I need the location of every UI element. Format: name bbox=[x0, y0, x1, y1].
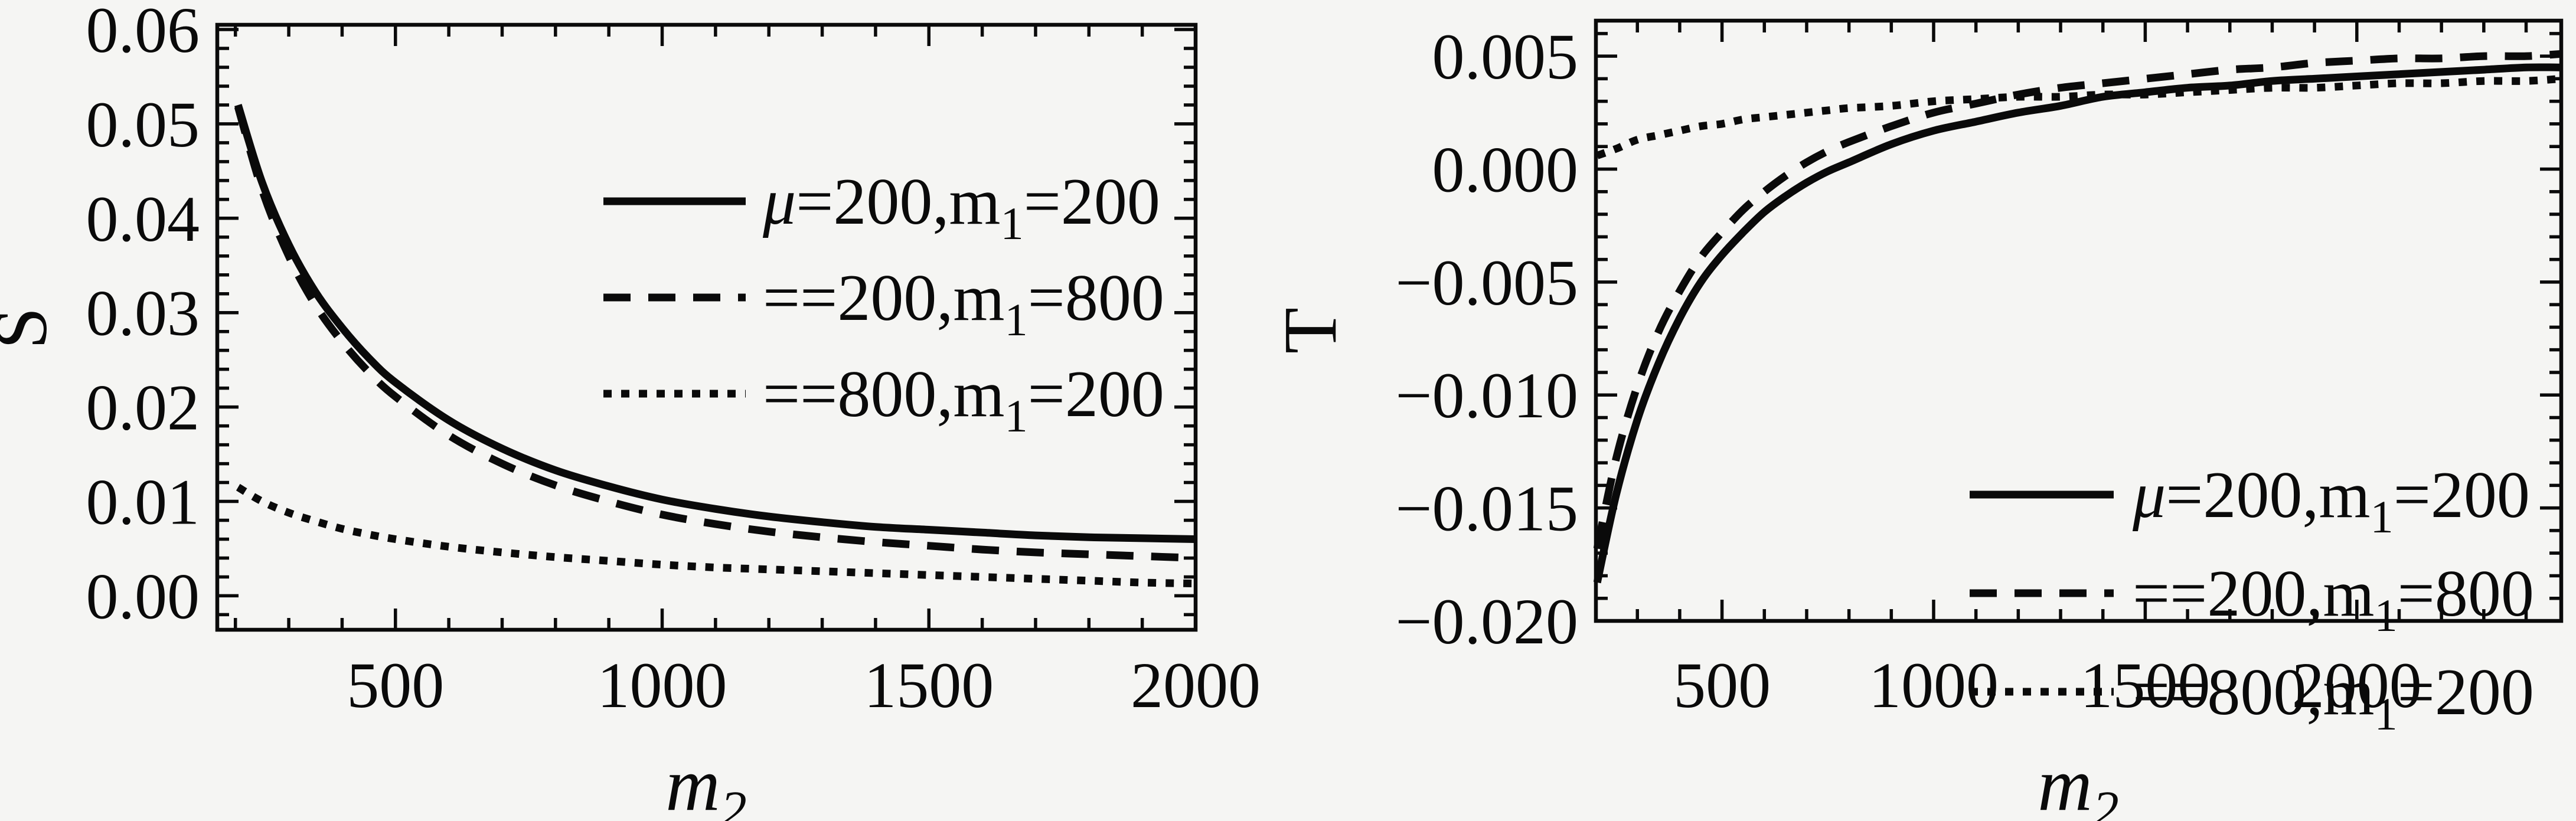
x-tick-label: 2000 bbox=[1131, 649, 1261, 721]
x-tick-label: 1000 bbox=[598, 649, 727, 721]
y-tick-label: −0.010 bbox=[1395, 359, 1578, 431]
legend-label: ==800,m1=200 bbox=[2133, 656, 2534, 740]
right-plot-T: 500 1000 1500 2000 0.005 0.000 −0.005 −0.010 −0.… bbox=[1395, 18, 2564, 821]
left-y-axis-label: S bbox=[0, 307, 63, 349]
plot-frame bbox=[1594, 18, 2564, 623]
left-plot-S: 500 1000 1500 2000 0.00 0.01 0.02 0.03 0.04 0.05 0… bbox=[86, 0, 1261, 821]
y-tick-label: 0.06 bbox=[86, 0, 200, 66]
x-tick-label: 500 bbox=[347, 649, 444, 721]
x-tick-label: 1500 bbox=[864, 649, 994, 721]
legend-label: μ=200,m1=200 bbox=[2132, 459, 2530, 542]
y-tick-label: −0.015 bbox=[1395, 473, 1578, 545]
y-tick-label: 0.01 bbox=[86, 466, 200, 538]
x-axis-label: m2 bbox=[665, 743, 746, 821]
series-dotted bbox=[236, 483, 1196, 588]
x-tick-label: 500 bbox=[1673, 649, 1771, 721]
y-tick-label: 0.000 bbox=[1432, 133, 1579, 205]
legend: μ=200,m1=200 ==200,m1=800 ==800,m1=200 bbox=[1970, 459, 2534, 740]
series-dashed bbox=[234, 106, 1196, 562]
y-tick-label: 0.05 bbox=[86, 89, 200, 161]
legend-entry: μ=200,m1=200 bbox=[603, 165, 1160, 249]
legend: μ=200,m1=200 ==200,m1=800 ==800,m1=200 bbox=[603, 165, 1164, 441]
y-tick-label: −0.005 bbox=[1395, 247, 1578, 319]
y-tick-label: 0.02 bbox=[86, 372, 200, 444]
legend-label: μ=200,m1=200 bbox=[762, 165, 1160, 249]
y-tick-label: −0.020 bbox=[1395, 586, 1578, 658]
legend-label: ==200,m1=800 bbox=[763, 261, 1164, 345]
y-tick-label: 0.04 bbox=[86, 183, 200, 255]
series-solid bbox=[234, 103, 1196, 543]
x-axis-label: m2 bbox=[2038, 743, 2118, 821]
x-tick-label: 1000 bbox=[1869, 649, 1999, 721]
y-tick-label: 0.00 bbox=[86, 560, 200, 632]
legend-entry: μ=200,m1=200 bbox=[1970, 459, 2530, 542]
legend-entry: ==800,m1=200 bbox=[603, 358, 1164, 441]
legend-label: ==800,m1=200 bbox=[763, 358, 1164, 441]
legend-entry: ==800,m1=200 bbox=[1970, 656, 2534, 740]
series-dotted bbox=[1596, 74, 2562, 159]
legend-entry: ==200,m1=800 bbox=[1970, 557, 2534, 641]
plot-frame bbox=[215, 22, 1198, 632]
x-tick-label: 2000 bbox=[2292, 649, 2422, 721]
series-solid bbox=[1593, 63, 2562, 584]
x-tick-label: 1500 bbox=[2080, 649, 2210, 721]
y-tick-label: 0.03 bbox=[86, 277, 200, 349]
legend-entry: ==200,m1=800 bbox=[603, 261, 1164, 345]
legend-label: ==200,m1=800 bbox=[2133, 557, 2534, 641]
y-tick-label: 0.005 bbox=[1432, 21, 1579, 93]
right-y-axis-label: T bbox=[1268, 308, 1352, 354]
series-dashed bbox=[1593, 50, 2562, 549]
